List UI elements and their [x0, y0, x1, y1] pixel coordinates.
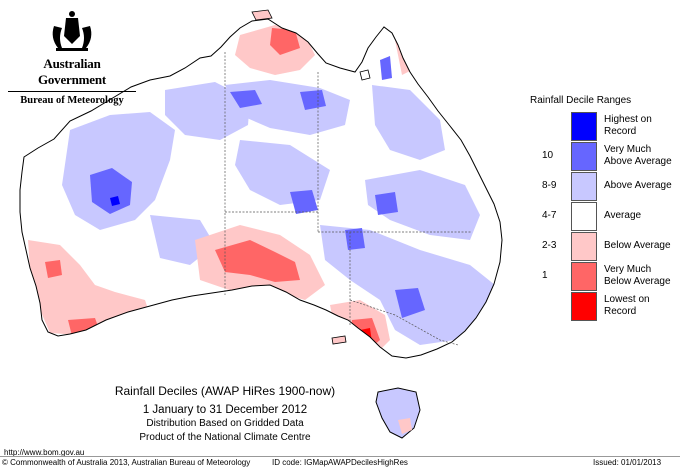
legend-swatch [571, 202, 597, 231]
legend-label: Very Much Below Average [604, 264, 671, 287]
region-very-below-top-end [270, 28, 300, 55]
government-logo: Australian Government Bureau of Meteorol… [8, 8, 136, 106]
legend-label: Below Average [604, 240, 671, 251]
legend-key: 8-9 [542, 180, 557, 191]
region-above-qld-central [365, 170, 480, 240]
legend-swatch [571, 142, 597, 171]
region-highest-pilbara [110, 196, 120, 206]
legend-item-very-much-below: 1 Very Much Below Average [530, 262, 678, 292]
legend: Rainfall Decile Ranges Highest on Record … [530, 95, 678, 322]
legend-item-lowest: Lowest on Record [530, 292, 678, 322]
region-very-above-kimberley [230, 90, 262, 108]
region-very-above-nt [300, 90, 326, 110]
legend-swatch [571, 262, 597, 291]
legend-swatch [571, 232, 597, 261]
bom-url: http://www.bom.gov.au [4, 448, 85, 457]
region-very-above-sa [345, 228, 365, 250]
region-above-nw-pilbara [62, 112, 175, 230]
copyright-text: © Commonwealth of Australia 2013, Austra… [2, 458, 251, 467]
caption-line-1: Distribution Based on Gridded Data [146, 418, 304, 429]
tasmania-below-region [398, 418, 412, 434]
legend-item-above: 8-9 Above Average [530, 172, 678, 202]
government-name: Australian Government [37, 56, 107, 87]
island-kangaroo [331, 335, 347, 345]
region-very-above-nsw [395, 288, 425, 318]
legend-key: 4-7 [542, 210, 557, 221]
legend-key: 2-3 [542, 240, 557, 251]
legend-item-below: 2-3 Below Average [530, 232, 678, 262]
legend-swatch [571, 112, 597, 141]
bureau-name: Bureau of Meteorology [8, 91, 136, 106]
region-very-above-qld-coast [380, 56, 392, 80]
legend-swatch [571, 172, 597, 201]
id-code: ID code: IGMapAWAPDecilesHighRes [272, 458, 408, 467]
island-melville [251, 9, 273, 21]
legend-label: Above Average [604, 180, 672, 191]
region-above-kimberley [165, 82, 250, 140]
legend-item-average: 4-7 Average [530, 202, 678, 232]
tasmania-land [375, 387, 421, 439]
legend-key: 10 [542, 150, 554, 161]
footer: © Commonwealth of Australia 2013, Austra… [0, 456, 680, 468]
coat-of-arms-icon [52, 11, 92, 51]
legend-label: Very Much Above Average [604, 144, 672, 167]
map-title: Rainfall Deciles (AWAP HiRes 1900-now) [114, 384, 336, 398]
legend-key: 1 [542, 270, 548, 281]
legend-title: Rainfall Decile Ranges [530, 95, 632, 106]
map-caption: Rainfall Deciles (AWAP HiRes 1900-now) 1… [100, 384, 350, 444]
region-very-above-pilbara [90, 168, 132, 214]
legend-item-highest: Highest on Record [530, 112, 678, 142]
legend-label: Highest on Record [604, 114, 652, 137]
region-very-below-wa-coast [45, 260, 62, 278]
region-above-east [320, 225, 495, 345]
legend-swatch [571, 292, 597, 321]
island-groote [359, 69, 371, 81]
state-borders [224, 52, 472, 346]
date-range: 1 January to 31 December 2012 [142, 404, 308, 416]
legend-label: Average [604, 210, 642, 221]
caption-line-2: Product of the National Climate Centre [139, 432, 311, 443]
region-very-below-central [215, 240, 300, 282]
legend-item-very-much-above: 10 Very Much Above Average [530, 142, 678, 172]
legend-label: Lowest on Record [604, 294, 650, 317]
region-very-above-central [290, 190, 318, 214]
issued-date: Issued: 01/01/2013 [593, 458, 662, 467]
region-above-qld-north [372, 85, 445, 160]
region-above-central [235, 140, 330, 205]
region-very-above-qld [375, 192, 398, 215]
